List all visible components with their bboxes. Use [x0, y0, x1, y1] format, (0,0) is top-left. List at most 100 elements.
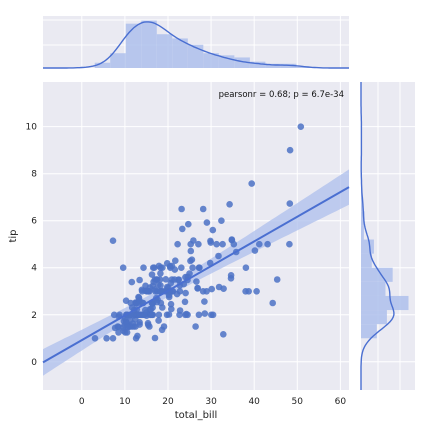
scatter-point — [175, 276, 182, 283]
scatter-point — [176, 288, 184, 295]
right-hist-bar — [361, 324, 377, 339]
scatter-point — [286, 240, 293, 248]
top-hist-bar — [125, 23, 142, 69]
scatter-point — [109, 237, 117, 244]
scatter-point — [165, 293, 173, 301]
x-tick-label: 50 — [292, 397, 304, 407]
scatter-point — [199, 205, 207, 213]
scatter-point — [91, 335, 99, 342]
scatter-point — [165, 311, 173, 318]
y-tick-label: 6 — [31, 217, 37, 227]
pearson-annotation: pearsonr = 0.68; p = 6.7e-34 — [219, 90, 344, 100]
scatter-point — [297, 123, 305, 130]
scatter-point — [253, 288, 260, 295]
right-hist-bar — [361, 267, 393, 282]
scatter-point — [208, 285, 215, 293]
scatter-point — [188, 256, 196, 264]
y-tick-label: 4 — [31, 264, 37, 274]
scatter-point — [286, 146, 294, 154]
right-hist-bar — [361, 310, 387, 325]
scatter-point — [248, 180, 255, 187]
scatter-point — [172, 257, 179, 265]
top-hist-bar — [156, 34, 173, 68]
top-hist-bar — [249, 61, 266, 68]
top-hist-bar — [94, 62, 111, 68]
right-hist-bar — [361, 295, 409, 311]
scatter-point — [168, 305, 175, 313]
scatter-point — [185, 220, 192, 228]
scatter-point — [174, 240, 181, 248]
scatter-point — [160, 323, 168, 330]
scatter-point — [220, 331, 227, 338]
scatter-point — [119, 264, 127, 272]
right-hist-bar — [361, 211, 365, 226]
scatter-point — [184, 311, 191, 319]
top-histogram-bars — [94, 20, 312, 69]
scatter-point — [148, 271, 156, 278]
regression-line — [42, 186, 350, 364]
x-tick-label: 10 — [119, 397, 131, 407]
y-tick-labels: 0 2 4 6 8 10 — [26, 123, 38, 368]
scatter-point — [178, 205, 185, 213]
scatter-point — [109, 335, 117, 342]
scatter-point — [230, 240, 238, 248]
scatter-point — [146, 323, 153, 330]
top-hist-bar — [296, 66, 312, 68]
right-hist-bar — [361, 253, 372, 268]
scatter-point — [201, 298, 208, 305]
x-axis-label: total_bill — [175, 410, 218, 421]
scatter-point — [192, 323, 199, 330]
x-tick-label: 30 — [205, 397, 217, 407]
top-hist-bar — [187, 44, 204, 68]
x-tick-label: 40 — [248, 397, 260, 407]
scatter-point — [155, 311, 163, 319]
scatter-point — [167, 300, 175, 308]
y-tick-label: 8 — [31, 170, 37, 180]
scatter-point — [176, 307, 184, 314]
scatter-point — [286, 200, 294, 207]
scatter-point — [103, 335, 110, 342]
scatter-point — [215, 252, 222, 260]
scatter-point — [156, 276, 164, 283]
scatter-point — [203, 288, 210, 295]
top-hist-bar — [141, 20, 157, 68]
top-hist-bar — [234, 57, 250, 68]
scatter-point — [218, 217, 225, 224]
scatter-point — [134, 332, 141, 340]
x-tick-labels: 0 10 20 30 40 50 60 — [79, 397, 346, 407]
scatter-point — [269, 299, 277, 307]
scatter-point — [178, 264, 185, 272]
scatter-point — [193, 278, 200, 285]
scatter-point — [201, 310, 209, 317]
top-marginal-axis — [43, 16, 349, 69]
scatter-point — [123, 329, 131, 336]
scatter-point — [189, 264, 196, 272]
scatter-point — [255, 240, 263, 248]
top-hist-bar — [172, 38, 188, 68]
right-hist-bar — [361, 281, 386, 296]
scatter-point — [181, 298, 189, 306]
scatter-point — [219, 240, 226, 248]
scatter-point — [194, 285, 201, 292]
right-kde-curve — [360, 82, 395, 390]
scatter-point — [115, 329, 122, 336]
scatter-point — [245, 288, 252, 295]
scatter-point — [157, 282, 164, 289]
scatter-point — [196, 264, 203, 272]
top-hist-bar — [110, 53, 126, 68]
scatter-point — [203, 219, 211, 226]
right-hist-bar — [361, 225, 364, 240]
joint-axis: pearsonr = 0.68; p = 6.7e-34 — [42, 82, 350, 390]
scatter-point — [128, 278, 136, 286]
scatter-point — [251, 247, 259, 254]
scatter-point — [179, 225, 186, 233]
y-tick-label: 0 — [31, 358, 37, 368]
right-marginal-panel — [361, 82, 415, 390]
y-tick-label: 10 — [26, 123, 38, 133]
scatter-point — [207, 239, 215, 246]
scatter-point — [155, 317, 162, 324]
scatter-point — [195, 240, 202, 248]
scatter-point — [159, 304, 166, 311]
x-tick-label: 60 — [335, 397, 347, 407]
